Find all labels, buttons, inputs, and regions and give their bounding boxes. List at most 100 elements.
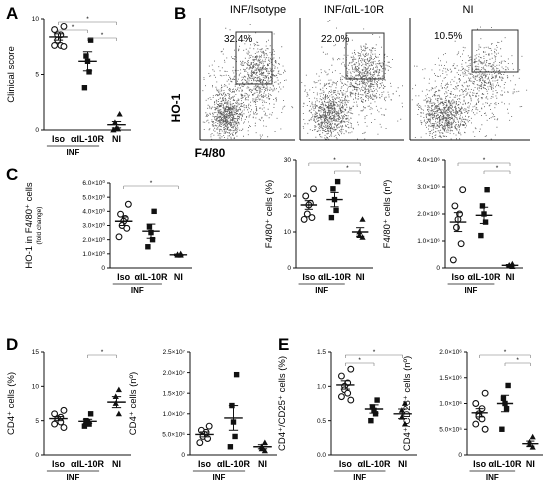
y-tick-label: 30 [284, 157, 292, 164]
significance-star: * [516, 357, 519, 364]
y-axis-label: HO-1 in F4/80⁺ cells [24, 182, 35, 269]
flow-title-isotype: INF/Isotype [230, 4, 286, 16]
y-axis-label: CD4⁺ cells (%) [6, 372, 17, 435]
category-label: NI [258, 459, 267, 469]
dot-plot-c2: 0 10 20 30 F4/80⁺ cells (%) Iso αIL-10R NI INF * * [264, 157, 373, 295]
flow-cytometry-panel: INF/Isotype INF/αIL-10R NI 32.4% 22.0% 1… [169, 4, 530, 160]
y-tick-label: 5 [35, 418, 39, 425]
data-point-triangle [398, 407, 405, 413]
category-label: NI [112, 459, 121, 469]
y-axis-label: CD4⁺/CD25⁺ cells (nº) [402, 356, 413, 451]
significance-star: * [496, 165, 499, 172]
data-point-triangle [529, 433, 536, 440]
data-point-triangle [115, 386, 122, 393]
y-tick-label: 5.0×10⁰ [82, 193, 105, 201]
data-point-circle [472, 400, 480, 407]
flow-gate [235, 31, 273, 85]
data-point-circle [449, 256, 457, 264]
panel-label-a: A [6, 4, 18, 23]
flow-density-plot [409, 18, 530, 141]
category-label: Iso [302, 272, 316, 282]
data-point-triangle [112, 400, 119, 406]
y-tick-label: 5.0×10⁵ [439, 426, 462, 433]
y-tick-label: 0 [35, 127, 39, 134]
category-label: αIL-10R [134, 272, 168, 282]
data-point-triangle [359, 234, 366, 240]
y-tick-label: 1.5×10⁶ [439, 375, 462, 382]
y-tick-label: 3.0×10⁶ [417, 184, 440, 191]
y-tick-label: 2.0×10⁷ [163, 370, 186, 377]
data-point-triangle [359, 216, 366, 222]
significance-star: * [358, 357, 361, 364]
y-tick-label: 2.5×10⁷ [163, 349, 186, 356]
data-point-square [479, 203, 486, 209]
panel-label-e: E [278, 335, 289, 354]
y-tick-label: 1.0×10⁶ [417, 238, 440, 245]
dot-plot-c3: 0 1.0×10⁶ 2.0×10⁶ 3.0×10⁶ 4.0×10⁶ F4/80⁺ cell… [382, 157, 523, 295]
data-point-triangle [114, 125, 122, 132]
y-axis-label: CD4⁺ cells (nº) [128, 372, 139, 435]
y-tick-label: 0.5 [317, 418, 326, 425]
flow-density-plot [199, 18, 295, 141]
y-tick-label: 0 [35, 452, 39, 459]
y-tick-label: 1.0×10⁷ [163, 411, 186, 418]
data-point-circle [51, 420, 59, 428]
data-point-square [372, 411, 379, 417]
data-point-circle [117, 210, 124, 218]
y-tick-label: 0 [458, 452, 462, 459]
category-label: αIL-10R [318, 272, 352, 282]
category-label: NI [526, 459, 535, 469]
flow-title-anti-il10r: INF/αIL-10R [324, 4, 384, 16]
category-label: Iso [451, 272, 465, 282]
y-tick-label: 0 [181, 452, 185, 459]
y-tick-label: 10 [32, 384, 40, 391]
category-label: NI [174, 272, 183, 282]
y-tick-label: 5 [35, 72, 39, 79]
group-label: INF [67, 148, 80, 157]
data-point-circle [344, 389, 352, 397]
significance-star: * [72, 24, 75, 31]
category-label: NI [506, 272, 515, 282]
data-point-triangle [116, 110, 123, 117]
category-label: Iso [198, 459, 212, 469]
category-label: αIL-10R [71, 459, 105, 469]
data-point-circle [124, 200, 132, 208]
category-label: NI [398, 459, 407, 469]
data-point-circle [481, 389, 489, 397]
y-tick-label: 1.0×10⁰ [82, 250, 105, 258]
category-label: αIL-10R [488, 459, 522, 469]
panel-label-c: C [6, 165, 18, 184]
data-point-square [499, 426, 505, 432]
category-label: αIL-10R [467, 272, 501, 282]
data-point-square [145, 244, 151, 250]
data-point-circle [123, 224, 131, 232]
data-point-square [227, 444, 234, 450]
data-point-circle [347, 396, 355, 404]
flow-y-axis-label: HO-1 [169, 93, 183, 122]
flow-gate [345, 32, 385, 80]
flow-events [301, 20, 403, 140]
y-tick-label: 0 [287, 265, 291, 272]
data-point-square [368, 417, 374, 424]
panel-label-d: D [6, 335, 18, 354]
data-point-square [500, 395, 507, 402]
y-tick-label: 6.0×10⁰ [82, 179, 105, 187]
y-axis-label: CD4⁺/CD25⁺ cells (%) [277, 356, 288, 451]
category-label: NI [112, 134, 121, 144]
flow-events [411, 26, 528, 140]
y-tick-label: 1.0 [317, 384, 326, 391]
y-tick-label: 10 [284, 229, 292, 236]
flow-gate [471, 29, 519, 73]
category-label: Iso [52, 134, 66, 144]
significance-star: * [86, 16, 89, 23]
y-tick-label: 10 [32, 16, 40, 23]
dot-plot-d1: 0 5 10 15 CD4⁺ cells (%) Iso αIL-10R NI INF * [6, 349, 131, 482]
y-tick-label: 4.0×10⁶ [417, 157, 440, 164]
category-label: αIL-10R [71, 134, 105, 144]
y-tick-label: 5.0×10⁶ [162, 432, 185, 439]
group-label: INF [353, 473, 366, 482]
data-point-circle [300, 215, 308, 223]
y-axis-label: F4/80⁺ cells (%) [264, 180, 275, 248]
data-point-triangle [115, 410, 122, 417]
